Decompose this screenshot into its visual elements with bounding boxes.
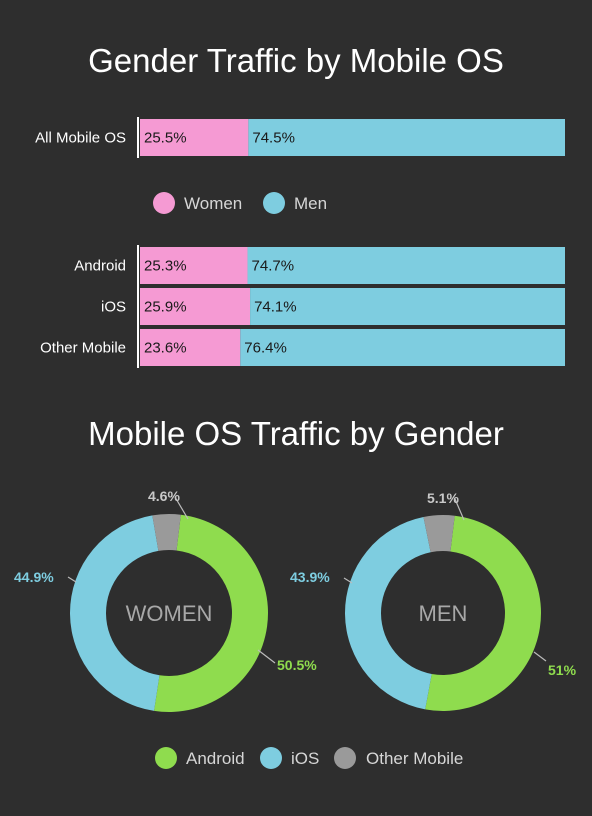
bar-segment-men-android [247, 247, 565, 284]
leader-line-women-other-mobile [174, 496, 189, 520]
donut-chart-title: Mobile OS Traffic by Gender [88, 415, 504, 452]
category-label-android: Android [74, 258, 126, 275]
slice-label-women-other-mobile: 4.6% [148, 488, 180, 504]
slice-label-men-android: 51% [548, 662, 577, 678]
donut-slice-women-ios [69, 515, 160, 711]
donut-slice-men-other-mobile [423, 515, 455, 553]
slice-label-women-ios: 44.9% [14, 569, 54, 585]
data-label-women-android: 25.3% [144, 258, 187, 275]
bar-segment-men-other-mobile [240, 329, 566, 366]
legend-swatch-ios [260, 747, 282, 769]
legend-label-men: Men [294, 194, 327, 213]
category-label-other-mobile: Other Mobile [40, 340, 126, 357]
legend-label-other-mobile: Other Mobile [366, 749, 463, 768]
leader-line-men-ios [343, 577, 353, 584]
leader-line-men-other-mobile [454, 498, 465, 521]
donut-slice-men-android [425, 515, 541, 711]
slice-label-women-android: 50.5% [277, 657, 317, 673]
bar-chart: All Mobile OS 25.5% 74.5% Android 25.3% 74.7%… [35, 117, 566, 368]
slice-label-men-ios: 43.9% [290, 569, 330, 585]
donut-center-label-men: MEN [419, 601, 468, 626]
data-label-women-other-mobile: 23.6% [144, 340, 187, 357]
category-label-ios: iOS [101, 299, 126, 316]
bar-segment-women-other-mobile [140, 329, 241, 366]
data-label-men-other-mobile: 76.4% [244, 340, 287, 357]
donut-slice-women-android [154, 514, 269, 713]
legend-swatch-android [155, 747, 177, 769]
bar-chart-title: Gender Traffic by Mobile OS [88, 42, 504, 79]
donut-charts: 50.5% 44.9% 4.6% WOMEN 51% 43.9% 5.1% MEN [14, 488, 577, 713]
donut-legend: Android iOS Other Mobile [155, 747, 463, 769]
data-label-men-android: 74.7% [252, 258, 295, 275]
data-label-men-ios: 74.1% [254, 299, 297, 316]
legend-swatch-men [263, 192, 285, 214]
data-label-women-all-mobile-os: 25.5% [144, 130, 187, 147]
leader-line-women-ios [67, 576, 77, 583]
bar-segment-women-ios [140, 288, 251, 325]
bar-segment-women-android [140, 247, 248, 284]
leader-line-men-android [533, 651, 547, 662]
bar-segment-men-ios [250, 288, 565, 325]
legend-swatch-other-mobile [334, 747, 356, 769]
bar-segment-women-all-mobile-os [140, 119, 249, 156]
legend-label-android: Android [186, 749, 245, 768]
legend-label-ios: iOS [291, 749, 319, 768]
legend-label-women: Women [184, 194, 242, 213]
bar-legend: Women Men [153, 192, 327, 214]
bar-segment-men-all-mobile-os [248, 119, 565, 156]
donut-slice-men-ios [344, 516, 432, 710]
leader-line-women-android [257, 649, 276, 664]
legend-swatch-women [153, 192, 175, 214]
donut-slice-women-other-mobile [152, 514, 181, 551]
donut-center-label-women: WOMEN [126, 601, 213, 626]
data-label-men-all-mobile-os: 74.5% [252, 130, 295, 147]
category-label-all-mobile-os: All Mobile OS [35, 130, 126, 147]
slice-label-men-other-mobile: 5.1% [427, 490, 459, 506]
data-label-women-ios: 25.9% [144, 299, 187, 316]
